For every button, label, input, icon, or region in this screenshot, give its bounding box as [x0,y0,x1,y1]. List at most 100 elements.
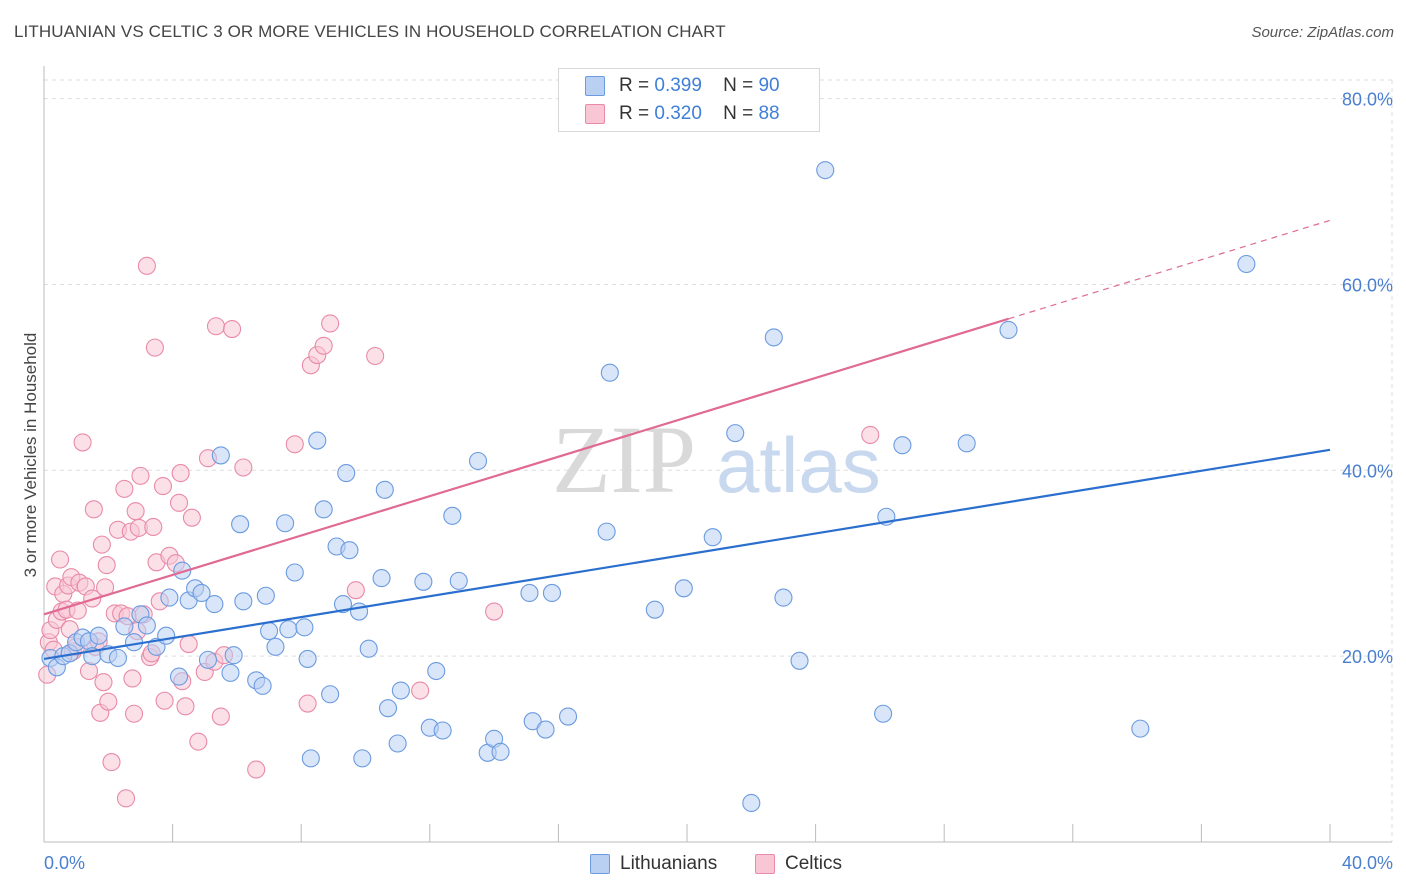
lithuanian-point [764,328,783,347]
lithuanian-point [372,569,391,588]
lithuanian-point [468,451,488,471]
lithuanian-point [337,464,356,483]
lithuanian-point [295,618,314,637]
celtic-point [145,338,164,357]
celtic-point [182,508,201,527]
celtic-point [137,256,156,275]
lithuanian-point [388,734,407,753]
chart-title: LITHUANIAN VS CELTIC 3 OR MORE VEHICLES … [14,22,726,41]
lithuanian-point [314,500,333,519]
lithuanian-point [893,436,912,455]
celtic-point [411,681,430,700]
lithuanian-point [259,622,279,641]
celtic-trend-line [43,317,1009,616]
celtic-point [169,493,189,512]
lithuanian-point [276,514,295,533]
lithuanian-point [378,699,398,718]
legend-r-value: 0.399 [654,75,702,96]
lithuanian-point [253,676,272,695]
lithuanian-point [137,616,156,635]
lithuanian-point [816,161,835,180]
lithuanian-point [353,749,372,768]
bottom-legend-lithuanians: Lithuanians [590,852,717,876]
lithuanian-point [321,685,340,704]
celtic-point [247,760,266,779]
lithuanian-point [520,583,539,603]
pink-swatch-icon [585,104,605,124]
legend-r-label: R = [619,75,650,96]
lithuanian-point [298,649,317,668]
lithuanian-point [414,572,433,591]
lithuanian-point [391,681,410,700]
lithuanian-point [536,720,555,739]
celtic-point [84,500,103,519]
lithuanian-point [774,588,793,607]
celtic-point [94,673,113,692]
lithuanian-point [1237,254,1256,274]
lithuanian-point [224,646,243,665]
trend-lines [43,219,1331,661]
correlation-legend: R = 0.399 N = 90 R = 0.320 N = 88 [558,68,820,132]
lithuanian-point [674,579,693,598]
lithuanian-point [192,583,211,603]
legend-n-label: N = [723,103,754,124]
lithuanian-point [169,667,189,686]
lithuanian-point [256,586,275,605]
lithuanian-point [279,620,298,639]
pink-swatch-icon [755,854,775,874]
celtic-point [321,314,340,333]
lithuanian-point [999,320,1018,340]
lithuanian-point [600,363,619,382]
celtic-point [115,479,134,498]
lithuanian-point [597,522,616,541]
celtic-point [366,346,385,366]
lithuanian-point [1131,719,1150,738]
lithuanian-point [558,707,578,726]
celtic-point [51,550,70,569]
lithuanian-point [157,626,176,645]
celtic-point [126,502,145,521]
lithuanian-point [205,595,224,614]
lithuanian-point [221,663,240,682]
lithuanian-point [173,561,192,580]
lithuanian-point [340,541,359,560]
y-tick-label: 40.0% [1342,461,1393,481]
lithuanian-point [211,446,230,465]
lithuanian-point [108,648,127,668]
lithuanian-point [89,626,108,645]
celtic-point [298,694,317,713]
lithuanian-point [124,633,144,652]
bottom-legend-celtics: Celtics [755,852,842,876]
lithuanian-point [703,528,722,547]
celtic-point [189,732,208,751]
celtic-point [861,425,880,445]
celtic-point [206,317,226,336]
celtic-point [171,464,190,483]
bottom-legend-label: Celtics [785,853,843,874]
celtic-point [153,477,173,496]
lithuanian-point [350,602,369,621]
y-tick-label: 80.0% [1342,90,1393,110]
celtic-point [223,319,242,339]
axes [43,66,1392,843]
celtic-point [97,556,116,575]
blue-swatch-icon [585,76,605,96]
celtic-point [485,602,504,621]
y-tick-label: 60.0% [1342,275,1393,295]
celtic-point [211,707,230,726]
legend-n-value: 88 [758,103,780,124]
celtic-point [346,581,365,600]
lithuanian-point [231,515,250,534]
celtic-point [285,435,304,454]
celtic-point [144,517,163,537]
lithuanian-point [234,592,253,611]
lithuanian-point [115,617,134,636]
lithuanian-point [160,588,179,607]
lithuanian-point [523,712,542,731]
celtic-point [73,433,92,452]
legend-n-value: 90 [758,75,780,96]
celtic-point [123,669,142,688]
lithuanian-point [427,661,446,681]
celtic-point [234,458,253,477]
